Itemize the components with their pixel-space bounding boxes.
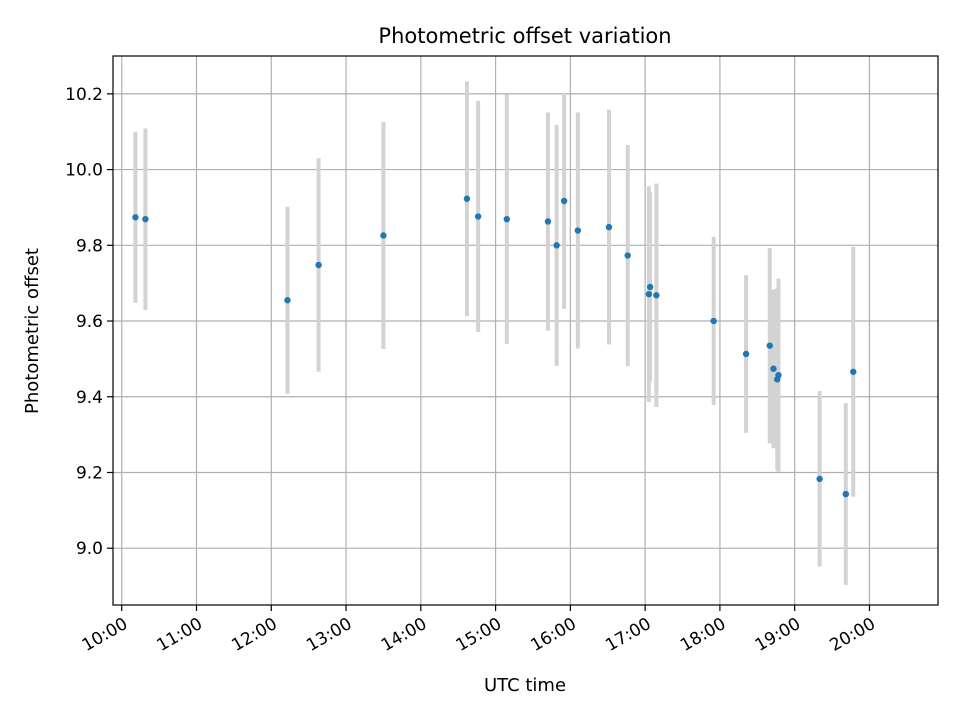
data-point <box>766 342 773 349</box>
data-point <box>315 261 322 269</box>
chart-title: Photometric offset variation <box>378 24 671 48</box>
y-axis-ticks: 9.0 9.2 9.4 9.6 9.8 10.0 10.2 <box>65 85 113 559</box>
data-point <box>646 283 654 291</box>
y-tick-label: 9.6 <box>76 312 103 332</box>
y-tick-label: 10.2 <box>65 85 103 105</box>
data-point <box>624 252 631 259</box>
data-point <box>710 317 717 325</box>
data-point <box>775 371 782 379</box>
data-point <box>560 197 568 205</box>
plot-frame <box>112 55 939 606</box>
data-point <box>605 223 613 231</box>
x-axis-label: UTC time <box>484 675 566 696</box>
data-point <box>770 365 777 372</box>
grid-lines <box>113 56 938 605</box>
data-point <box>742 350 750 358</box>
data-point <box>132 214 139 221</box>
y-tick-label: 9.2 <box>76 463 103 483</box>
data-point <box>503 215 511 223</box>
data-point <box>142 215 149 223</box>
data-point <box>380 232 387 239</box>
data-point <box>284 297 291 304</box>
y-axis-label: Photometric offset <box>22 248 43 414</box>
data-points <box>132 195 857 498</box>
data-point <box>850 368 857 375</box>
data-point <box>474 213 482 220</box>
data-point <box>553 242 560 249</box>
data-point <box>816 475 823 483</box>
data-point <box>645 290 653 298</box>
data-point <box>463 195 471 202</box>
y-tick-label: 9.4 <box>76 388 103 408</box>
data-point <box>842 490 849 498</box>
y-tick-label: 9.8 <box>76 236 103 256</box>
data-point <box>653 292 660 299</box>
y-tick-label: 9.0 <box>76 539 103 559</box>
y-tick-label: 10.0 <box>65 161 103 181</box>
data-point <box>574 227 582 234</box>
data-point <box>544 218 552 225</box>
